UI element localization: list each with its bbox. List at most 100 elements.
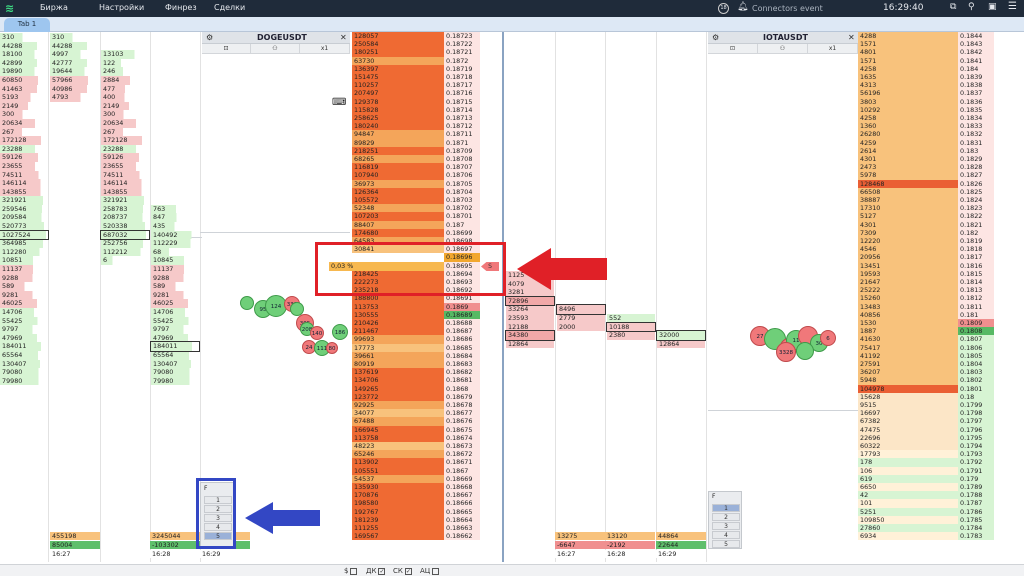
volume-cell: 140492 bbox=[151, 230, 199, 240]
checkbox-icon[interactable]: ✓ bbox=[378, 567, 386, 575]
volume-cell: 300 bbox=[101, 110, 149, 119]
filter-option-2[interactable]: 2 bbox=[712, 513, 740, 521]
sell-marker[interactable]: S bbox=[481, 262, 499, 271]
layout-icon[interactable]: ▣ bbox=[988, 2, 997, 12]
right-volume-cell: 8496 bbox=[556, 304, 606, 315]
iota-volume-cell: 75417 bbox=[858, 343, 958, 352]
iota-volume-cell: 38887 bbox=[858, 196, 958, 205]
filter-option-1[interactable]: 1 bbox=[712, 504, 740, 512]
bell-icon[interactable]: 🔔︎ bbox=[737, 2, 749, 12]
close-icon[interactable]: ✕ bbox=[340, 33, 347, 42]
footer-toggle-label: СК bbox=[393, 567, 403, 575]
doge-volume-cell: 128057 bbox=[352, 32, 444, 41]
iota-price-cell: 0.1825 bbox=[958, 187, 994, 196]
iota-price-cell: 0.1827 bbox=[958, 171, 994, 180]
filter-option-4[interactable]: 4 bbox=[712, 531, 740, 539]
cluster-bubble[interactable]: 186 bbox=[332, 324, 348, 340]
cluster-bubble[interactable]: 3328 bbox=[776, 342, 796, 362]
hamburger-menu-icon[interactable]: ☰ bbox=[1008, 1, 1017, 12]
chart-mode-icon[interactable]: ⊡ bbox=[708, 44, 758, 54]
filter-panel-iota: F 1 2 3 4 5 bbox=[708, 491, 742, 549]
doge-volume-cell: 136397 bbox=[352, 64, 444, 73]
footer-toggle-3[interactable]: СК ✓ bbox=[393, 567, 412, 575]
notification-count-badge[interactable]: 18 bbox=[718, 3, 729, 14]
checkbox-icon[interactable] bbox=[432, 567, 440, 575]
tab-1[interactable]: Tab 1 bbox=[4, 18, 50, 32]
volume-cell: 68 bbox=[151, 247, 199, 257]
checkbox-icon[interactable] bbox=[350, 567, 358, 575]
right-volume-cell: 4079 bbox=[506, 279, 554, 289]
iota-volume-cell: 27860 bbox=[858, 524, 958, 533]
menu-settings[interactable]: Настройки bbox=[99, 3, 145, 12]
doge-price-cell: 0.18669 bbox=[446, 474, 473, 483]
doge-volume-cell: 218251 bbox=[352, 146, 444, 155]
iota-price-cell: 0.1793 bbox=[958, 450, 994, 459]
menu-exchange[interactable]: Биржа bbox=[40, 3, 68, 12]
left-volume-column-2: 310 44288 4997 42777 19644 57966 40986 4793 bbox=[50, 33, 98, 385]
left-volume-column-1: 310 44288 18100 42899 19890 60850 41463 5193 214… bbox=[0, 33, 49, 386]
volume-cell bbox=[50, 239, 98, 248]
pin-icon[interactable]: ⚲ bbox=[968, 2, 975, 12]
filter-option-3[interactable]: 3 bbox=[712, 522, 740, 530]
doge-multiplier[interactable]: x1 bbox=[300, 44, 350, 54]
volume-cell: 18100 bbox=[0, 50, 48, 59]
footer-toggle-1[interactable]: $ bbox=[344, 567, 358, 575]
right-volume-cell: 3281 bbox=[506, 288, 554, 297]
bottom-cell: -6647 bbox=[555, 541, 605, 549]
volume-cell: 14706 bbox=[0, 308, 48, 317]
footer-toggle-2[interactable]: ДК ✓ bbox=[366, 567, 386, 575]
volume-cell: 59126 bbox=[101, 153, 149, 162]
doge-price-cell: 0.18665 bbox=[446, 507, 473, 516]
iota-volume-cell: 10292 bbox=[858, 105, 958, 114]
iota-multiplier[interactable]: x1 bbox=[808, 44, 858, 54]
doge-price-cell: 0.18689 bbox=[444, 310, 480, 319]
doge-price-cell: 0.18664 bbox=[446, 515, 473, 524]
menu-trades[interactable]: Сделки bbox=[214, 3, 246, 12]
add-window-icon[interactable]: ⧉ bbox=[950, 2, 957, 12]
cluster-settings-icon[interactable]: ⚇ bbox=[758, 44, 808, 54]
gear-icon[interactable]: ⚙ bbox=[712, 33, 720, 42]
cluster-bubble[interactable] bbox=[290, 302, 304, 316]
doge-title[interactable]: DOGEUSDT bbox=[257, 33, 307, 42]
close-icon[interactable]: ✕ bbox=[848, 33, 855, 42]
doge-price-cell: 0.18702 bbox=[446, 204, 473, 213]
doge-price-cell: 0.18716 bbox=[446, 89, 473, 98]
filter-option-1[interactable]: 1 bbox=[204, 496, 232, 504]
doge-price-cell: 0.18708 bbox=[446, 155, 473, 163]
iota-price-cell: 0.1798 bbox=[958, 409, 994, 418]
iota-price-cell: 0.1809 bbox=[958, 319, 994, 328]
cluster-bubble[interactable]: 140 bbox=[310, 326, 324, 340]
iota-volume-cell: 15260 bbox=[858, 294, 958, 303]
checkbox-icon[interactable]: ✓ bbox=[404, 567, 412, 575]
filter-option-4[interactable]: 4 bbox=[204, 523, 232, 531]
keyboard-icon[interactable]: ⌨ bbox=[332, 97, 347, 108]
filter-option-2[interactable]: 2 bbox=[204, 505, 232, 513]
volume-cell bbox=[151, 171, 199, 180]
cluster-bubble[interactable]: 80 bbox=[326, 342, 338, 354]
filter-option-5[interactable]: 5 bbox=[204, 532, 232, 540]
iota-price-cell: 0.1819 bbox=[958, 237, 994, 246]
doge-volume-cell: 88407 bbox=[352, 220, 444, 229]
iota-volume-cell: 4801 bbox=[858, 48, 958, 57]
chart-mode-icon[interactable]: ⊡ bbox=[202, 44, 251, 54]
volume-cell: 23288 bbox=[101, 144, 149, 154]
iota-title[interactable]: IOTAUSDT bbox=[763, 33, 808, 42]
cluster-bubble[interactable] bbox=[796, 342, 814, 360]
cluster-bubble[interactable]: 6 bbox=[820, 330, 836, 346]
cluster-settings-icon[interactable]: ⚇ bbox=[251, 44, 300, 54]
doge-volume-cell: 192767 bbox=[352, 507, 444, 516]
filter-option-3[interactable]: 3 bbox=[204, 514, 232, 522]
gear-icon[interactable]: ⚙ bbox=[206, 33, 214, 42]
filter-option-5[interactable]: 5 bbox=[712, 540, 740, 548]
volume-cell: 9281 bbox=[0, 290, 48, 300]
menu-finrez[interactable]: Финрез bbox=[165, 3, 197, 12]
footer-toggle-4[interactable]: АЦ bbox=[420, 567, 440, 575]
volume-cell: 23655 bbox=[0, 161, 48, 171]
doge-volume-cell: 135930 bbox=[352, 483, 444, 492]
iota-price-cell: 0.182 bbox=[958, 228, 994, 237]
cluster-bubble[interactable] bbox=[240, 296, 254, 310]
right-volume-cell: 72896 bbox=[505, 295, 555, 307]
iota-price-cell: 0.1833 bbox=[958, 122, 994, 131]
connectors-event-label[interactable]: Connectors event bbox=[752, 4, 823, 13]
doge-price-cell: 0.18687 bbox=[446, 327, 473, 336]
